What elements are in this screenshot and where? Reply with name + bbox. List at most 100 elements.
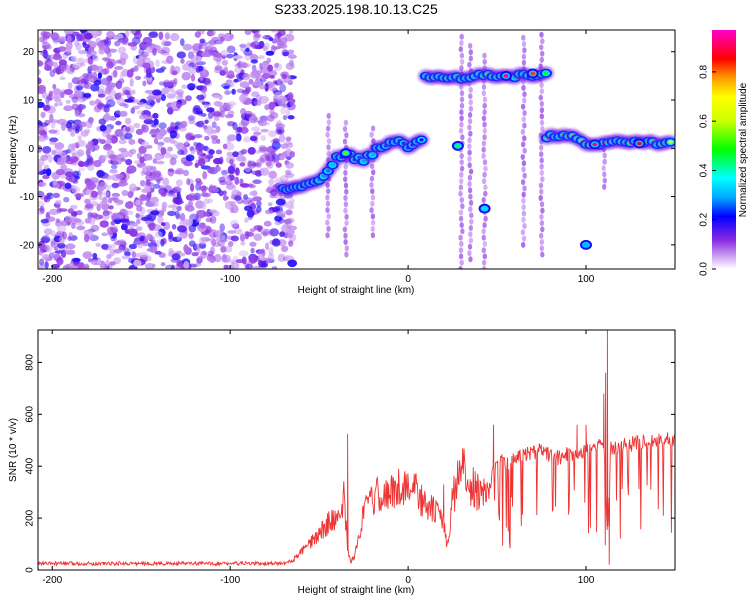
noise-speckle xyxy=(192,194,199,200)
streak-mark xyxy=(343,163,348,170)
noise-speckle xyxy=(115,120,122,126)
noise-speckle xyxy=(190,183,195,192)
noise-speckle xyxy=(204,45,212,50)
noise-speckle xyxy=(40,237,50,243)
noise-speckle xyxy=(133,160,142,164)
colorbar-tick-label: 0.6 xyxy=(699,114,710,128)
streak-mark xyxy=(481,247,486,254)
noise-speckle xyxy=(78,103,83,113)
noise-speckle xyxy=(70,130,76,137)
noise-speckle xyxy=(220,235,226,241)
noise-speckle xyxy=(121,218,130,227)
noise-speckle xyxy=(285,217,295,224)
noise-speckle xyxy=(106,99,116,108)
noise-speckle xyxy=(252,115,257,122)
noise-speckle xyxy=(220,245,227,253)
noise-speckle xyxy=(250,59,258,64)
noise-speckle xyxy=(138,145,147,154)
streak-mark xyxy=(521,116,526,123)
noise-speckle xyxy=(224,245,233,253)
noise-speckle xyxy=(236,126,243,133)
noise-speckle xyxy=(237,229,244,236)
noise-speckle xyxy=(38,134,44,140)
streak-mark xyxy=(539,163,544,170)
noise-speckle xyxy=(169,130,178,139)
noise-speckle xyxy=(207,250,214,257)
noise-speckle xyxy=(239,183,250,188)
noise-speckle xyxy=(57,118,67,125)
noise-speckle xyxy=(281,224,288,233)
noise-speckle xyxy=(160,147,167,155)
streak-mark xyxy=(522,185,527,192)
noise-speckle xyxy=(160,66,167,71)
noise-speckle xyxy=(127,42,138,47)
noise-speckle xyxy=(139,235,145,242)
noise-speckle xyxy=(268,170,278,179)
noise-speckle xyxy=(276,78,282,86)
noise-speckle xyxy=(245,47,250,52)
noise-speckle xyxy=(78,161,86,168)
noise-speckle xyxy=(170,121,175,131)
spectrogram-x-ticks: -200 -100 0 100 xyxy=(42,30,595,285)
streak-mark xyxy=(467,124,472,131)
noise-speckle xyxy=(287,259,298,268)
streak-mark xyxy=(468,168,474,175)
noise-speckle xyxy=(186,83,196,91)
spectrogram-x-tick-label: 100 xyxy=(578,274,595,285)
noise-speckle xyxy=(281,73,288,79)
noise-speckle xyxy=(182,63,191,71)
noise-speckle xyxy=(44,66,52,71)
noise-speckle xyxy=(250,41,260,49)
streak-mark xyxy=(538,94,543,101)
noise-speckle xyxy=(177,149,185,155)
streak-mark xyxy=(482,222,487,229)
noise-speckle xyxy=(38,69,41,75)
noise-speckle xyxy=(108,205,114,210)
noise-speckle xyxy=(145,181,154,188)
noise-speckle xyxy=(85,204,93,209)
streak-mark xyxy=(459,165,465,172)
streak-mark xyxy=(602,158,607,165)
streak-mark xyxy=(539,157,544,164)
noise-speckle xyxy=(104,46,111,54)
noise-speckle xyxy=(224,90,232,95)
noise-speckle xyxy=(251,91,260,98)
noise-speckle xyxy=(250,136,257,142)
noise-speckle xyxy=(279,83,287,93)
noise-speckle xyxy=(211,188,220,193)
streak-mark xyxy=(369,175,375,182)
noise-speckle xyxy=(121,255,131,260)
noise-speckle xyxy=(239,43,247,48)
streak-mark xyxy=(540,50,545,57)
spectrogram-marks xyxy=(38,30,675,269)
noise-speckle xyxy=(128,243,137,250)
streak-mark xyxy=(539,245,544,252)
noise-speckle xyxy=(229,219,239,229)
noise-speckle xyxy=(272,158,280,163)
spectrogram-y-axis-label: Frequency (Hz) xyxy=(8,116,19,185)
streak-mark xyxy=(521,59,527,66)
noise-speckle xyxy=(57,242,66,249)
streak-mark xyxy=(539,144,544,151)
noise-speckle xyxy=(90,190,98,198)
noise-speckle xyxy=(63,89,73,95)
noise-speckle xyxy=(65,249,76,255)
noise-speckle xyxy=(54,102,59,107)
noise-speckle xyxy=(223,103,234,110)
noise-speckle xyxy=(96,41,105,47)
noise-speckle xyxy=(124,90,131,96)
noise-speckle xyxy=(39,258,45,266)
noise-speckle xyxy=(177,225,187,233)
noise-speckle xyxy=(239,81,250,88)
noise-speckle xyxy=(230,235,239,242)
streak-mark xyxy=(459,259,464,266)
noise-speckle xyxy=(106,133,112,140)
streak-mark xyxy=(468,193,473,200)
noise-speckle xyxy=(111,228,118,233)
noise-speckle xyxy=(92,65,100,73)
noise-speckle xyxy=(195,143,205,152)
noise-speckle xyxy=(87,72,93,79)
noise-speckle xyxy=(263,62,268,68)
noise-speckle xyxy=(262,231,268,237)
streak-mark xyxy=(468,206,473,213)
